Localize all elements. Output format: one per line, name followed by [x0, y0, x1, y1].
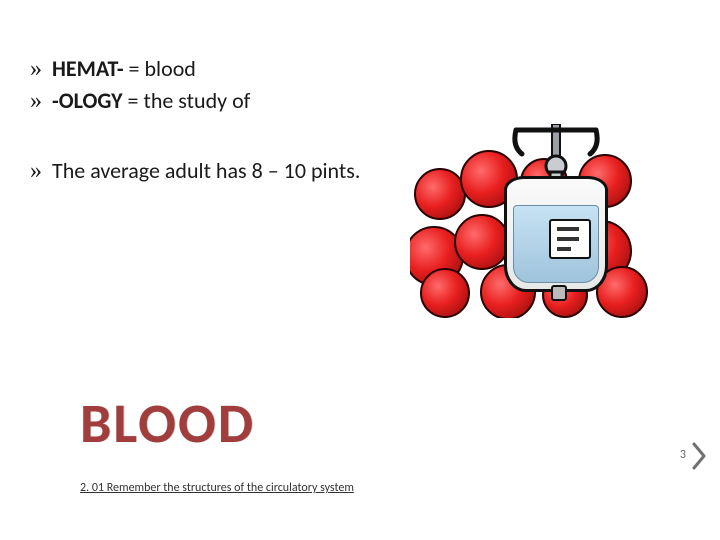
footer-text: 2. 01 Remember the structures of the cir… — [80, 481, 354, 495]
bullet-item: » HEMAT- = blood — [30, 55, 390, 83]
slide: » HEMAT- = blood » -OLOGY = the study of… — [0, 0, 720, 540]
chevron-right-icon — [692, 442, 708, 470]
bullet-item: » The average adult has 8 – 10 pints. — [30, 157, 390, 185]
iv-bag-icon — [504, 176, 608, 304]
bullet-list: » HEMAT- = blood » -OLOGY = the study of… — [30, 55, 390, 189]
bullet-item: » -OLOGY = the study of — [30, 87, 390, 115]
slide-title: BLOOD — [80, 390, 255, 458]
bullet-text: HEMAT- = blood — [52, 55, 196, 83]
page-number: 3 — [680, 448, 686, 462]
illustration-blood-iv — [410, 130, 650, 320]
bullet-glyph: » — [30, 55, 42, 83]
iv-stand-icon — [506, 124, 606, 184]
bullet-text: The average adult has 8 – 10 pints. — [52, 157, 360, 185]
bullet-glyph: » — [30, 87, 42, 115]
bullet-glyph: » — [30, 157, 42, 185]
bullet-text: -OLOGY = the study of — [52, 87, 250, 115]
